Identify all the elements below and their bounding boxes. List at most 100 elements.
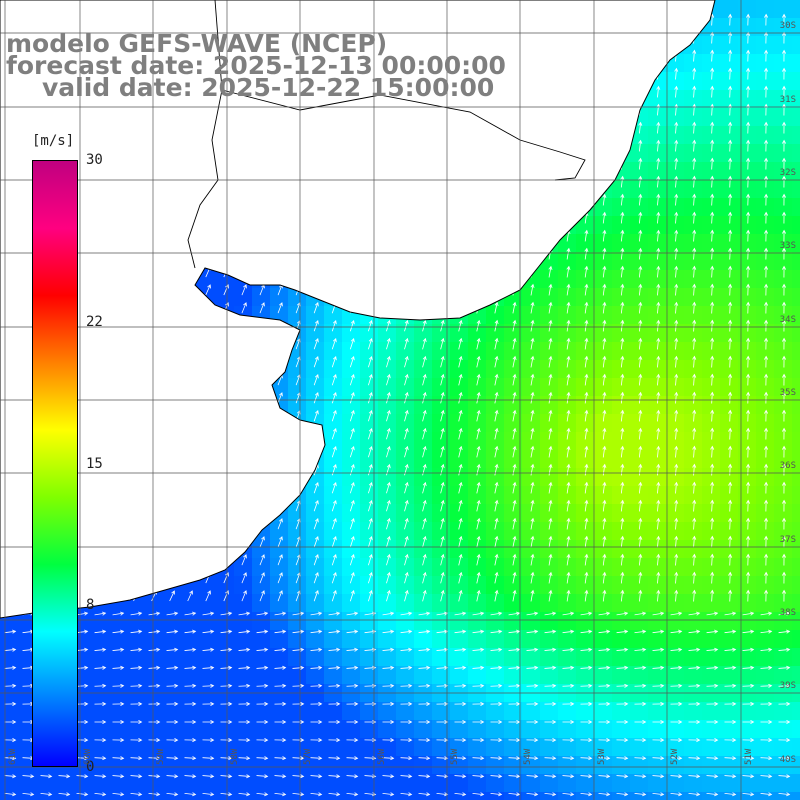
wind-cell [594, 360, 613, 379]
wind-arrow [476, 409, 481, 422]
wind-cell [720, 558, 739, 577]
wind-cell [486, 720, 505, 739]
wind-cell [594, 702, 613, 721]
wind-cell [558, 360, 577, 379]
wind-arrow [710, 139, 715, 152]
wind-cell [594, 252, 613, 271]
wind-cell [324, 450, 343, 469]
wind-cell [108, 648, 127, 667]
wind-cell [774, 450, 793, 469]
wind-cell [666, 378, 685, 397]
wind-cell [792, 72, 800, 91]
wind-cell [324, 666, 343, 685]
wind-arrow [638, 139, 643, 152]
wind-cell [432, 396, 451, 415]
wind-cell [342, 396, 361, 415]
wind-cell [162, 756, 181, 775]
wind-arrow [584, 373, 589, 386]
wind-cell [342, 468, 361, 487]
wind-cell [756, 720, 775, 739]
wind-arrow [440, 409, 445, 422]
wind-cell [738, 90, 757, 109]
wind-cell [774, 468, 793, 487]
wind-arrow [674, 283, 679, 296]
wind-cell [540, 360, 559, 379]
wind-arrow [620, 211, 625, 224]
wind-cell [468, 540, 487, 559]
wind-cell [594, 198, 613, 217]
latitude-label: 32S [779, 168, 796, 178]
wind-cell [756, 378, 775, 397]
wind-cell [756, 396, 775, 415]
wind-cell [648, 648, 667, 667]
wind-cell [792, 90, 800, 109]
wind-arrow [728, 31, 733, 44]
wind-cell [432, 774, 451, 793]
wind-cell [522, 396, 541, 415]
wind-arrow [728, 49, 733, 62]
wind-cell [702, 180, 721, 199]
wind-cell [666, 306, 685, 325]
wind-arrow [367, 391, 373, 404]
wind-cell [576, 378, 595, 397]
wind-cell [576, 792, 595, 800]
wind-arrow [638, 445, 643, 458]
wind-cell [630, 630, 649, 649]
wind-cell [306, 396, 325, 415]
wind-cell [648, 594, 667, 613]
wind-cell [432, 612, 451, 631]
wind-cell [738, 180, 757, 199]
wind-cell [594, 558, 613, 577]
wind-cell [774, 198, 793, 217]
wind-arrow [512, 337, 517, 350]
wind-arrow [692, 175, 697, 188]
wind-cell [648, 90, 667, 109]
wind-cell [756, 216, 775, 235]
wind-arrow [440, 355, 445, 368]
wind-cell [522, 738, 541, 757]
wind-cell [90, 648, 109, 667]
wind-arrow [620, 283, 625, 296]
wind-cell [630, 306, 649, 325]
wind-cell [738, 558, 757, 577]
wind-cell [576, 252, 595, 271]
wind-arrow [512, 355, 517, 368]
wind-cell [162, 702, 181, 721]
wind-cell [702, 126, 721, 145]
wind-cell [306, 504, 325, 523]
wind-cell [126, 756, 145, 775]
wind-cell [450, 432, 469, 451]
wind-cell [360, 576, 379, 595]
wind-cell [414, 774, 433, 793]
wind-cell [792, 630, 800, 649]
wind-arrow [512, 463, 517, 476]
wind-cell [666, 666, 685, 685]
wind-cell [378, 360, 397, 379]
wind-cell [342, 432, 361, 451]
wind-arrow [782, 31, 787, 44]
wind-cell [756, 252, 775, 271]
wind-arrow [692, 391, 697, 404]
wind-cell [306, 756, 325, 775]
wind-cell [468, 666, 487, 685]
wind-cell [702, 360, 721, 379]
wind-arrow [620, 301, 625, 314]
wind-arrow [620, 337, 625, 350]
wind-cell [162, 666, 181, 685]
wind-arrow [620, 175, 625, 188]
wind-cell [720, 180, 739, 199]
wind-cell [504, 342, 523, 361]
wind-arrow [692, 337, 697, 350]
wind-cell [108, 756, 127, 775]
wind-cell [630, 702, 649, 721]
wind-cell [378, 666, 397, 685]
wind-cell [576, 360, 595, 379]
wind-cell [558, 612, 577, 631]
wind-arrow [764, 409, 769, 422]
wind-arrow [620, 445, 625, 458]
wind-cell [450, 324, 469, 343]
wind-cell [432, 360, 451, 379]
wind-cell [558, 486, 577, 505]
wind-arrow [313, 302, 319, 314]
wind-cell [468, 414, 487, 433]
